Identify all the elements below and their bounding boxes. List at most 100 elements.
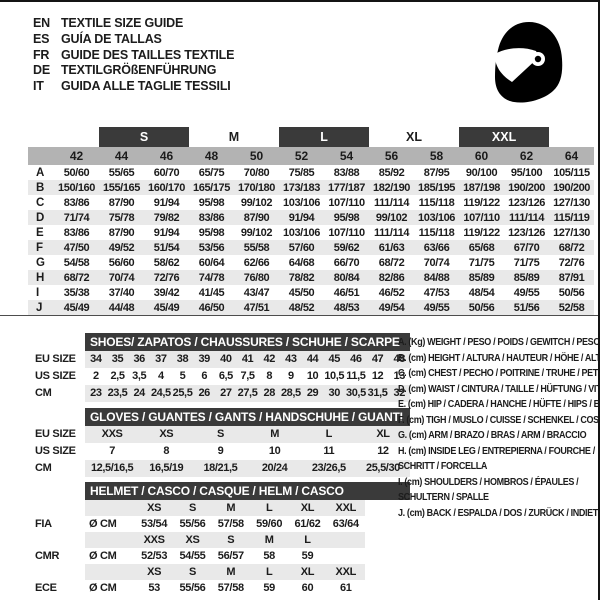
gloves-row-cm: CM 12,5/16,5 16,5/19 18/21,5 20/24 23/26,5 25,… [35, 460, 410, 477]
value-cell: 87/90 [108, 226, 135, 239]
value-cell: 34 [90, 353, 102, 365]
size-group-spacer [549, 127, 594, 147]
shoes-cells: 2 2,5 3,5 4 5 6 6,5 7,5 8 9 10 10,5 11,5 12 13 [85, 368, 410, 385]
value-cell: 10 [306, 370, 319, 382]
size-cell: S [227, 534, 235, 546]
value-cell: 111/114 [508, 211, 545, 224]
gloves-row-eu-size: EU SIZE XXS XS S M L XL [35, 426, 410, 443]
value-cell: 6,5 [218, 370, 233, 382]
value-cell: 46/51 [333, 286, 360, 299]
legend-item-i: I. (cm) SHOULDERS / HOMBROS / ÉPAULES / … [398, 476, 579, 504]
row-label: US SIZE [35, 370, 76, 382]
size-cell: S [188, 502, 197, 514]
value-cell: XXS [101, 428, 123, 440]
value-cell: 12 [371, 370, 384, 382]
value-cell: 79/82 [153, 211, 180, 224]
language-row-it: IT GUIDA ALLE TAGLIE TESSILI [33, 79, 234, 95]
value-cell: 8 [266, 370, 273, 382]
gloves-row-us-size: US SIZE 7 8 9 10 11 12 [35, 443, 410, 460]
value-cell: 160/170 [148, 181, 185, 194]
value-cell: 57/58 [217, 518, 244, 530]
diameter-unit-cell [85, 564, 135, 580]
language-code: IT [33, 79, 44, 94]
size-col-52: 52 [279, 147, 325, 165]
size-cell: XXS [143, 534, 165, 546]
value-cell: 60/64 [198, 256, 225, 269]
value-cell: 23 [90, 387, 102, 399]
racing-helmet-icon [494, 22, 563, 103]
size-cell: XXL [335, 502, 357, 514]
value-cell: 115/118 [418, 196, 455, 209]
value-cell: 78/82 [288, 271, 315, 284]
value-cell: 70/74 [108, 271, 135, 284]
value-cell: L [325, 428, 333, 440]
value-cell: 95/98 [198, 226, 225, 239]
legend-item-d: D. (cm) WAIST / CINTURA / TAILLE / HÜFTU… [398, 383, 600, 395]
value-cell: 150/160 [58, 181, 95, 194]
value-cell: 24,5 [150, 387, 171, 399]
shoes-header-bar: SHOES/ ZAPATOS / CHAUSSURES / SCHUHE / S… [85, 333, 410, 351]
value-cell: 111/114 [373, 226, 410, 239]
value-cell: 67/70 [513, 241, 540, 254]
gloves-size-section: GLOVES / GUANTES / GANTS / HANDSCHUHE / … [35, 408, 410, 477]
value-cell: 9 [217, 445, 224, 457]
value-cell: 103/106 [283, 226, 320, 239]
shoes-cells: 23 23,5 24 24,5 25,5 26 27 27,5 28 28,5 29 30 30,5 31… [85, 385, 410, 402]
value-cell: 71/74 [63, 211, 90, 224]
value-cell: 50/56 [558, 286, 585, 299]
value-cell: 190/200 [508, 181, 546, 194]
shoes-row-cm: CM 23 23,5 24 24,5 25,5 26 27 27,5 28 28,5 29 30 30,5… [35, 385, 410, 402]
language-row-es: ES GUÍA DE TALLAS [33, 32, 234, 48]
value-cell: 83/88 [333, 166, 360, 179]
value-cell: 61/62 [294, 518, 321, 530]
value-cell: 29 [306, 387, 319, 399]
value-cell: 83/86 [63, 196, 90, 209]
value-cell: 58/62 [153, 256, 180, 269]
gloves-cells: 7 8 9 10 11 12 [85, 443, 410, 460]
value-cell: 63/64 [332, 518, 359, 530]
value-cell: 107/110 [328, 226, 365, 239]
language-title: TEXTILGRÖßENFÜHRUNG [61, 63, 217, 78]
size-col-56: 56 [369, 147, 415, 165]
helmet-size-section: HELMET / CASCO / CASQUE / HELM / CASCO X… [35, 482, 410, 596]
value-cell: 27,5 [237, 387, 258, 399]
size-cell: M [264, 534, 274, 546]
value-cell: 2,5 [110, 370, 125, 382]
size-group-l: L [279, 127, 370, 147]
size-cell: M [226, 566, 236, 578]
value-cell: 38 [176, 353, 189, 365]
language-title: GUIDA ALLE TAGLIE TESSILI [61, 79, 231, 94]
value-cell: 68/72 [63, 271, 90, 284]
value-cell: 55/56 [179, 518, 206, 530]
size-col-62: 62 [504, 147, 550, 165]
legend-item-h: H. (cm) INSIDE LEG / ENTREPIERNA / FOURC… [398, 445, 595, 473]
legend-item-b: B. (cm) HEIGHT / ALTURA / HAUTEUR / HÖHE… [398, 352, 600, 364]
row-label [35, 500, 85, 516]
value-cell: 177/187 [328, 181, 365, 194]
language-list: EN TEXTILE SIZE GUIDE ES GUÍA DE TALLAS FR… [33, 16, 234, 95]
measure-row-b: B 150/160 155/165 160/170 165/175 170/180 173/… [28, 180, 595, 195]
size-col-58: 58 [414, 147, 460, 165]
value-cell: 170/180 [238, 181, 275, 194]
value-cell: 45/50 [288, 286, 315, 299]
value-cell: 55/58 [243, 241, 270, 254]
value-cell: 50/56 [468, 301, 495, 314]
diameter-unit-cell: Ø CM [89, 518, 117, 530]
row-label: F [36, 241, 43, 254]
helmet-cells: Ø CM 53 55/56 57/58 59 60 61 [85, 580, 365, 596]
value-cell: 54/58 [63, 256, 90, 269]
value-cell: 119/122 [463, 196, 500, 209]
measure-row-a: A 50/60 55/65 60/70 65/75 70/80 75/85 83/88 85/9… [28, 165, 594, 180]
row-label: I [36, 286, 39, 299]
value-cell: S [216, 428, 224, 440]
value-cell: 45/49 [63, 301, 90, 314]
value-cell: 82/86 [378, 271, 405, 284]
size-group-m: M [228, 130, 240, 144]
row-label: D [36, 211, 44, 224]
value-cell: 66/70 [333, 256, 360, 269]
size-group-xl: XL [406, 130, 423, 144]
helmet-cells: Ø CM 53/54 55/56 57/58 59/60 61/62 63/64 [85, 516, 365, 532]
value-cell: M [270, 428, 279, 440]
value-cell: 57/60 [288, 241, 315, 254]
diameter-unit-cell: Ø CM [89, 582, 117, 594]
